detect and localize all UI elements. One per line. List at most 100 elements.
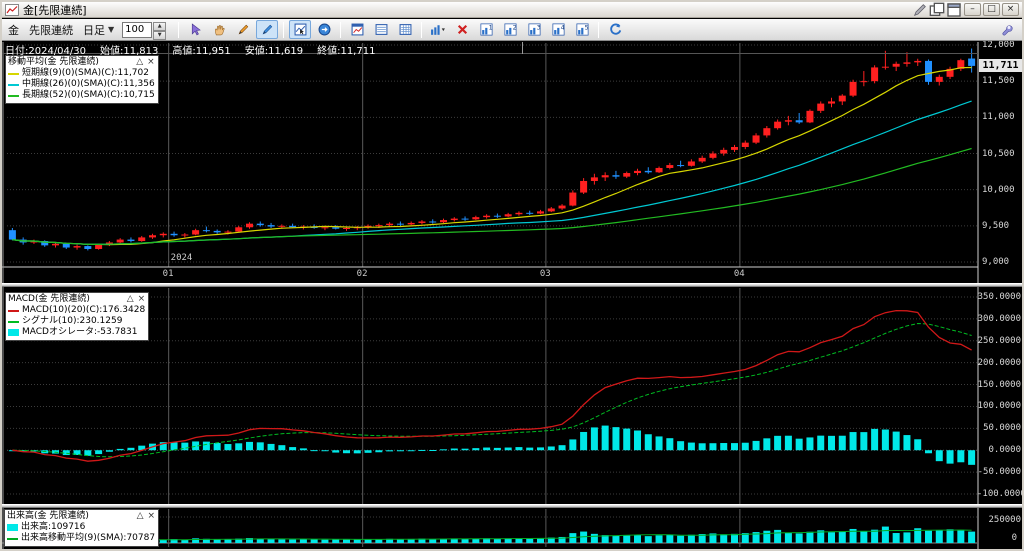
toolbar: 金 先限連続 日足 ▼ 100 ▲ ▼ [2, 19, 1022, 41]
bars-count-input[interactable]: 100 [122, 21, 153, 38]
y-axis-label: 9,500 [982, 220, 1010, 231]
macd-line-swatch [8, 309, 19, 312]
window-title: 金[先限連続] [23, 3, 87, 17]
y-axis-label: -50.0000 [977, 467, 1021, 478]
x-axis-label: 02 [356, 269, 368, 279]
macd-line-label: MACD(10)(20)(C):176.3428 [22, 305, 146, 315]
ma-short-swatch [8, 72, 19, 75]
macd-signal-label: シグナル(10):230.1259 [22, 316, 123, 326]
layout-5-icon[interactable]: 5 [571, 20, 593, 39]
y-axis-label: 50.0000 [983, 423, 1021, 434]
layout-1-icon[interactable]: 1 [475, 20, 497, 39]
y-axis-label: 11,000 [982, 112, 1015, 123]
title-bar: 金[先限連続] – □ × [2, 2, 1022, 18]
legend-close-icon[interactable]: × [137, 294, 146, 304]
macd-osc-label: MACDオシレータ:-53.7831 [22, 327, 138, 337]
legend-collapse-icon[interactable]: △ [136, 57, 144, 67]
quote-grid-icon[interactable] [394, 20, 416, 39]
legend-close-icon[interactable]: × [147, 57, 155, 67]
current-price-tag: 11,711 [979, 59, 1022, 72]
svg-text:3: 3 [536, 24, 540, 32]
panel-splitter[interactable] [2, 283, 1022, 287]
ma-mid-label: 中期線(26)(0)(SMA)(C):11,356 [22, 79, 155, 89]
volume-ma-label: 出来高移動平均(9)(SMA):70787 [21, 533, 156, 543]
quote-low: 安値:11,619 [244, 46, 304, 57]
macd-signal-swatch [8, 320, 19, 323]
crosshair-mode-icon[interactable] [289, 20, 312, 39]
quote-list-icon[interactable] [370, 20, 392, 39]
svg-text:5: 5 [584, 24, 588, 32]
layout-4-icon[interactable]: 4 [547, 20, 569, 39]
macd-legend: MACD(金 先限連続) △ × MACD(10)(20)(C):176.342… [5, 292, 150, 341]
toolbar-separator [283, 21, 285, 38]
remove-indicator-icon[interactable] [451, 20, 473, 39]
close-button[interactable]: × [1002, 3, 1019, 16]
x-axis-label: 01 [162, 269, 174, 279]
volume-label: 出来高:109716 [21, 522, 86, 532]
volume-swatch [7, 524, 18, 531]
legend-collapse-icon[interactable]: △ [136, 511, 144, 521]
volume-ma-swatch [7, 537, 18, 540]
quote-high: 高値:11,951 [172, 46, 231, 57]
svg-text:1: 1 [488, 24, 492, 32]
indicator-histogram-icon[interactable] [427, 20, 449, 39]
y-axis-label: 10,500 [982, 148, 1015, 159]
cascade-icon[interactable] [929, 2, 945, 16]
volume-legend-title: 出来高(金 先限連続) [7, 511, 89, 521]
toolbar-separator [421, 21, 423, 38]
pan-hand-icon[interactable] [208, 20, 230, 39]
y-axis-label: -100.0000 [977, 489, 1024, 499]
x-axis-label: 03 [539, 269, 551, 279]
bars-count-stepper[interactable]: ▲ ▼ [153, 21, 167, 40]
annotate-icon[interactable] [912, 3, 928, 16]
settings-wrench-icon[interactable] [996, 21, 1016, 39]
y-axis-label: 10,000 [982, 184, 1015, 195]
y-axis-label: 100.0000 [977, 401, 1021, 412]
ma-legend: 移動平均(金 先限連続) △ × 短期線(9)(0)(SMA)(C):11,70… [5, 55, 159, 104]
y-axis-label: 200.0000 [977, 357, 1021, 368]
y-axis-label: 12,000 [982, 40, 1015, 50]
scroll-to-latest-icon[interactable] [313, 20, 335, 39]
symbol-label[interactable]: 金 [8, 23, 19, 37]
legend-collapse-icon[interactable]: △ [126, 294, 134, 304]
x-axis-label: 2024 [170, 253, 193, 263]
timeframe-dropdown-icon[interactable]: ▼ [108, 25, 115, 34]
y-axis-label: 350.0000 [977, 292, 1021, 302]
y-axis-label: 11,500 [982, 76, 1015, 87]
new-chart-window-icon[interactable] [346, 20, 368, 39]
ma-short-label: 短期線(9)(0)(SMA)(C):11,702 [22, 68, 149, 78]
quote-date: 日付:2024/04/30 [5, 46, 87, 57]
minimize-button[interactable]: – [964, 3, 981, 16]
x-axis-label: 04 [733, 269, 745, 279]
ma-mid-swatch [8, 83, 19, 86]
layout-3-icon[interactable]: 3 [523, 20, 545, 39]
toolbar-separator [178, 21, 180, 38]
legend-close-icon[interactable]: × [147, 511, 156, 521]
new-window-icon[interactable] [946, 2, 962, 17]
quote-open: 始値:11,813 [100, 46, 159, 57]
maximize-button[interactable]: □ [983, 3, 1000, 16]
infobar-divider [522, 42, 523, 54]
layout-2-icon[interactable]: 2 [499, 20, 521, 39]
ma-legend-title: 移動平均(金 先限連続) [8, 57, 99, 67]
draw-pencil-icon[interactable] [232, 20, 254, 39]
draw-trendline-icon[interactable] [256, 20, 279, 39]
macd-osc-swatch [8, 329, 19, 336]
bars-count-spinner: 100 ▲ ▼ [122, 21, 167, 40]
y-axis-label: 150.0000 [977, 379, 1021, 390]
y-axis-label: 9,000 [982, 257, 1010, 267]
ma-long-swatch [8, 94, 19, 97]
y-axis-label: 300.0000 [977, 313, 1021, 324]
y-axis-label: 0 [1011, 533, 1017, 543]
panel-splitter[interactable] [2, 504, 1022, 508]
svg-text:2: 2 [512, 24, 516, 32]
contract-label[interactable]: 先限連続 [29, 23, 73, 37]
timeframe-select[interactable]: 日足 [83, 23, 105, 37]
app-chart-icon [5, 3, 19, 16]
svg-text:4: 4 [560, 24, 564, 32]
toolbar-separator [598, 21, 600, 38]
select-cursor-icon[interactable] [184, 20, 206, 39]
refresh-icon[interactable] [604, 20, 626, 39]
toolbar-separator [340, 21, 342, 38]
